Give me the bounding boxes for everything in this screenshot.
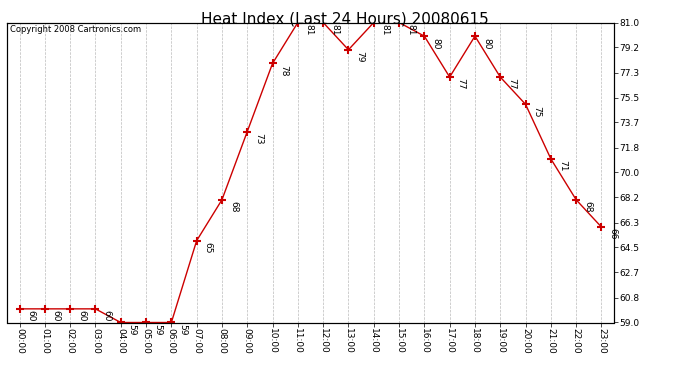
Text: 60: 60 xyxy=(102,310,111,322)
Text: 59: 59 xyxy=(153,324,162,335)
Text: Heat Index (Last 24 Hours) 20080615: Heat Index (Last 24 Hours) 20080615 xyxy=(201,11,489,26)
Text: 77: 77 xyxy=(507,78,516,90)
Text: 60: 60 xyxy=(77,310,86,322)
Text: 80: 80 xyxy=(482,38,491,49)
Text: 60: 60 xyxy=(52,310,61,322)
Text: 81: 81 xyxy=(381,24,390,35)
Text: 65: 65 xyxy=(204,242,213,254)
Text: 81: 81 xyxy=(330,24,339,35)
Text: 59: 59 xyxy=(178,324,187,335)
Text: 59: 59 xyxy=(128,324,137,335)
Text: 68: 68 xyxy=(583,201,592,213)
Text: 73: 73 xyxy=(254,133,263,144)
Text: 75: 75 xyxy=(533,106,542,117)
Text: 80: 80 xyxy=(431,38,440,49)
Text: 68: 68 xyxy=(229,201,238,213)
Text: 71: 71 xyxy=(558,160,566,172)
Text: 77: 77 xyxy=(457,78,466,90)
Text: 60: 60 xyxy=(26,310,35,322)
Text: Copyright 2008 Cartronics.com: Copyright 2008 Cartronics.com xyxy=(10,26,141,34)
Text: 78: 78 xyxy=(279,65,288,76)
Text: 81: 81 xyxy=(305,24,314,35)
Text: 81: 81 xyxy=(406,24,415,35)
Text: 79: 79 xyxy=(355,51,364,63)
Text: 66: 66 xyxy=(609,228,618,240)
